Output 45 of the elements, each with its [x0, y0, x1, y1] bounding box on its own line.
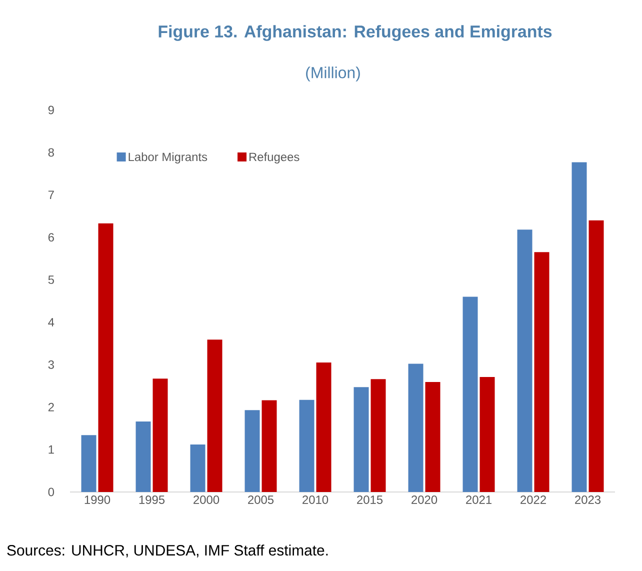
- y-tick-label: 5: [48, 276, 54, 284]
- bar: [370, 379, 386, 492]
- y-tick-label: 6: [48, 233, 54, 242]
- bar: [408, 364, 424, 492]
- x-tick-label: 1990: [84, 496, 110, 504]
- bar: [190, 444, 206, 492]
- x-tick-label: 2010: [302, 496, 328, 504]
- bar: [480, 376, 495, 492]
- x-tick-label: 2022: [520, 496, 546, 504]
- x-tick-label: 1995: [139, 496, 165, 504]
- x-tick-label: 2023: [575, 496, 601, 504]
- bar: [462, 296, 478, 492]
- bar: [152, 378, 168, 492]
- y-tick-label: 9: [48, 106, 54, 114]
- bar: [354, 387, 369, 492]
- legend-label: Labor Migrants: [128, 152, 208, 164]
- bar: [207, 340, 222, 492]
- bar: [588, 220, 604, 492]
- y-tick-label: 2: [48, 402, 54, 412]
- x-tick-label: 2020: [412, 496, 438, 504]
- x-tick-label: 2015: [357, 496, 383, 504]
- source-note: Sources: UNHCR, UNDESA, IMF Staff estimate.: [7, 544, 328, 558]
- bar: [299, 400, 314, 492]
- y-tick-label: 1: [48, 445, 54, 454]
- bar: [534, 252, 550, 492]
- x-tick-label: 2005: [248, 496, 274, 504]
- chart-title: Figure 13. Afghanistan: Refugees and Emigrants: [158, 25, 552, 41]
- y-tick-label: 8: [48, 148, 54, 157]
- bar: [244, 410, 260, 492]
- legend-label: Refugees: [249, 152, 300, 164]
- bar: [81, 435, 96, 492]
- y-tick-label: 7: [48, 190, 54, 199]
- chart-subtitle: (Million): [306, 66, 360, 82]
- y-tick-label: 3: [48, 360, 54, 369]
- bar: [98, 223, 114, 492]
- y-tick-label: 0: [48, 488, 54, 496]
- bar: [572, 162, 587, 492]
- bar: [136, 422, 151, 492]
- x-tick-label: 2000: [194, 496, 220, 504]
- bar: [262, 400, 277, 492]
- bar: [316, 362, 332, 492]
- bar: [517, 230, 532, 492]
- bar: [425, 382, 440, 492]
- y-tick-label: 4: [48, 318, 54, 326]
- x-tick-label: 2021: [466, 496, 492, 504]
